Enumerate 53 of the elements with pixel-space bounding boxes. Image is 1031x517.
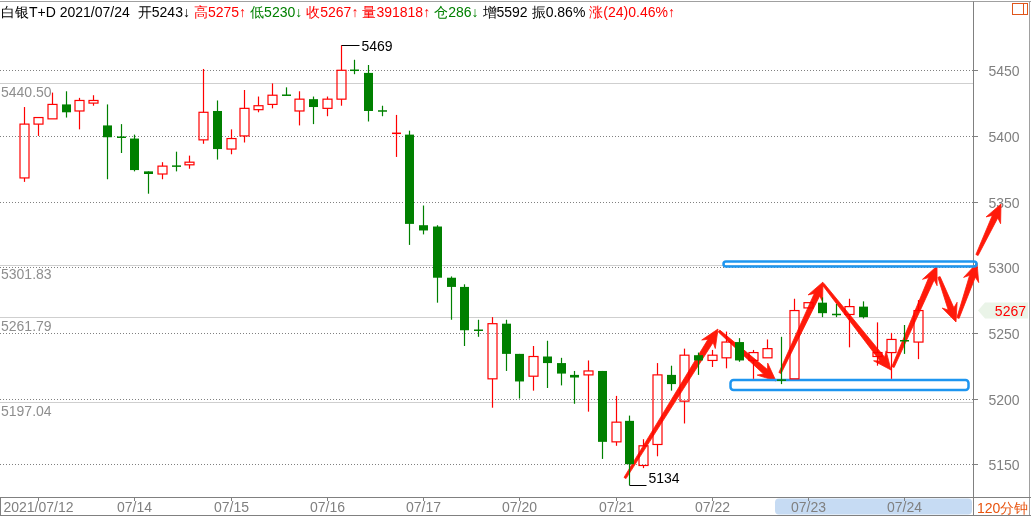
candlestick (419, 204, 428, 235)
x-tick-label: 07/24 (886, 499, 923, 515)
annotation: 5469 (361, 37, 393, 54)
annotation: 5134 (648, 469, 680, 486)
x-axis-title: 120分钟 (977, 500, 1029, 516)
ref-line-label: 5440.50 (1, 83, 52, 100)
candlestick (103, 103, 112, 180)
x-tick-label: 07/14 (116, 499, 153, 515)
x-tick-label: 07/15 (213, 499, 250, 515)
annotation: 涨(24)0.46%↑ (589, 4, 675, 20)
y-tick-label: 5450 (988, 62, 1020, 79)
annotation: 振0.86% (531, 4, 586, 20)
candlestick (62, 90, 71, 119)
annotation: 收5267↑ (306, 4, 359, 20)
candlestick (818, 296, 827, 318)
chart-title: 白银T+D 2021/07/24 (1, 4, 131, 20)
x-tick-label: 2021/07/12 (3, 499, 74, 515)
annotation: 低5230↓ (250, 4, 303, 20)
candlestick (570, 370, 579, 405)
candlestick (543, 340, 552, 389)
y-tick-label: 5300 (988, 259, 1020, 276)
candlestick (777, 336, 786, 385)
y-tick-label: 5150 (988, 456, 1020, 473)
candlestick (900, 324, 909, 355)
candlestick (309, 95, 318, 125)
ref-line-label: 5197.04 (1, 402, 52, 419)
candlestick (667, 365, 676, 392)
x-tick-label: 07/23 (790, 499, 827, 515)
x-tick-label: 07/22 (694, 499, 731, 515)
candlestick (117, 123, 126, 154)
annotation: 量391818↑ (362, 4, 431, 20)
candlestick (447, 275, 456, 321)
x-tick-label: 07/20 (501, 499, 538, 515)
candlestick (803, 302, 814, 309)
candlestick (557, 357, 566, 386)
ref-line-label: 5261.79 (1, 317, 52, 334)
annotation: 开5243↓ (137, 4, 190, 20)
x-tick-label: 07/21 (598, 499, 635, 515)
annotation: 高5275↑ (193, 4, 247, 20)
y-tick-label: 5250 (988, 325, 1020, 342)
candlestick (735, 337, 744, 363)
annotation: 增5592 (481, 4, 528, 20)
text: 5267 (994, 302, 1027, 319)
x-tick-label: 07/17 (405, 499, 442, 515)
candlestick (694, 351, 703, 376)
candlestick (144, 170, 153, 195)
y-tick-label: 5400 (988, 128, 1020, 145)
candlestick (172, 151, 181, 172)
x-tick-label: 07/16 (309, 499, 346, 515)
y-tick-label: 5350 (988, 194, 1020, 211)
ref-line-label: 5301.83 (1, 265, 52, 282)
y-tick-label: 5200 (988, 391, 1020, 408)
annotation: 仓286↓ (434, 4, 479, 20)
